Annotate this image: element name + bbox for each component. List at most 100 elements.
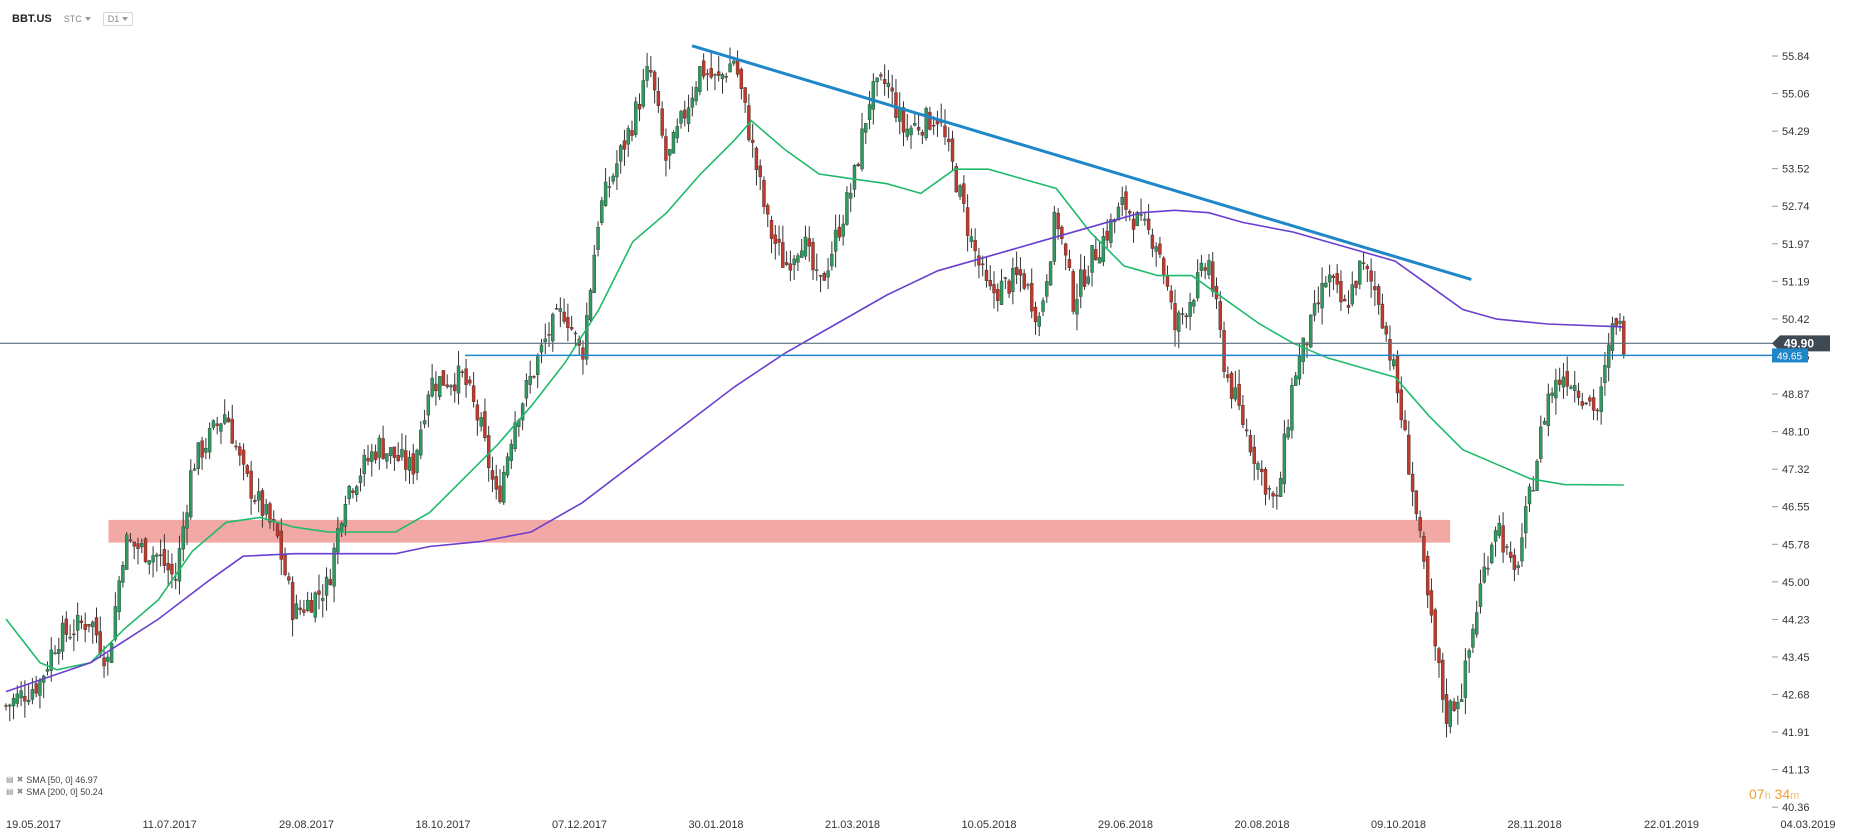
- candle-up: [1490, 544, 1494, 563]
- candle-down: [1588, 397, 1592, 402]
- candle-up: [109, 642, 114, 663]
- candle-down: [1094, 249, 1098, 261]
- candle-up: [57, 649, 61, 654]
- candle-up: [668, 149, 672, 156]
- candle-up: [505, 456, 510, 476]
- candle-up: [211, 420, 216, 428]
- y-tick-label: 45.78: [1782, 539, 1810, 551]
- candle-down: [962, 183, 966, 204]
- candle-up: [1599, 386, 1603, 412]
- settings-icon[interactable]: ▤: [6, 787, 14, 796]
- candle-up: [1618, 320, 1622, 324]
- candle-down: [1124, 191, 1128, 210]
- x-tick-label: 28.11.2018: [1508, 819, 1562, 831]
- candle-down: [1395, 355, 1400, 394]
- candle-down: [309, 600, 314, 613]
- candle-down: [287, 576, 291, 581]
- interval-label: D1: [107, 14, 120, 24]
- support-price-label: 49.65: [1777, 351, 1802, 362]
- interval-dropdown[interactable]: D1: [102, 12, 134, 26]
- candle-up: [671, 132, 676, 154]
- sma200-line: [5, 209, 1624, 693]
- chevron-down-icon: [84, 17, 91, 21]
- x-tick-label: 22.01.2019: [1644, 819, 1699, 831]
- x-tick-label: 20.08.2018: [1235, 819, 1290, 831]
- candle-down: [652, 71, 657, 91]
- candle-down: [980, 263, 985, 266]
- candle-up: [1486, 567, 1490, 570]
- candle-down: [483, 411, 487, 439]
- candle-up: [849, 192, 853, 199]
- legend-sma50[interactable]: ▤ ✖ SMA [50, 0] 46.97: [6, 774, 103, 786]
- x-tick-label: 04.03.2019: [1781, 819, 1836, 831]
- chevron-down-icon: [122, 17, 129, 21]
- candle-down: [87, 624, 91, 627]
- candle-down: [1260, 468, 1264, 473]
- candle-down: [743, 87, 747, 103]
- candle-up: [860, 128, 864, 170]
- candle-up: [362, 454, 366, 475]
- candle-up: [1301, 337, 1305, 362]
- candle-up: [313, 592, 317, 618]
- candle-down: [170, 563, 174, 575]
- candle-up: [543, 338, 547, 343]
- candle-up: [347, 486, 351, 500]
- candle-up: [634, 101, 638, 135]
- candle-down: [498, 485, 502, 502]
- candle-down: [1452, 701, 1456, 711]
- candle-down: [1229, 372, 1234, 399]
- candle-up: [713, 74, 717, 76]
- candle-up: [1554, 379, 1558, 399]
- candle-up: [867, 104, 872, 120]
- close-icon[interactable]: ✖: [16, 787, 24, 796]
- candle-down: [490, 470, 495, 480]
- candle-up: [1497, 522, 1502, 536]
- candle-down: [162, 549, 167, 566]
- candle-up: [1561, 376, 1566, 388]
- candle-down: [916, 126, 921, 131]
- candle-down: [943, 125, 947, 138]
- candle-down: [701, 60, 706, 77]
- candle-down: [366, 457, 370, 462]
- candle-down: [931, 124, 936, 127]
- candle-down: [102, 657, 106, 667]
- candle-up: [1011, 267, 1015, 292]
- candle-down: [494, 476, 498, 490]
- candle-down: [856, 163, 860, 167]
- candle-up: [679, 111, 683, 124]
- candle-down: [882, 79, 887, 84]
- settings-icon[interactable]: ▤: [6, 775, 14, 784]
- y-tick-label: 43.45: [1782, 652, 1810, 664]
- x-tick-label: 10.05.2018: [962, 819, 1017, 831]
- candle-up: [400, 448, 404, 458]
- y-tick-label: 52.74: [1782, 201, 1810, 213]
- candle-down: [215, 423, 219, 426]
- close-icon[interactable]: ✖: [16, 775, 24, 784]
- candle-down: [83, 623, 87, 630]
- candle-up: [117, 580, 121, 613]
- candle-down: [241, 449, 246, 465]
- candle-up: [626, 128, 630, 145]
- y-tick-label: 41.13: [1782, 765, 1810, 777]
- candle-down: [1335, 273, 1339, 285]
- candle-up: [1448, 700, 1453, 727]
- candle-down: [879, 74, 883, 77]
- candle-up: [803, 236, 808, 257]
- candle-down: [811, 241, 815, 271]
- symbol-label[interactable]: BBT.US: [12, 13, 52, 25]
- candle-down: [965, 207, 970, 236]
- candle-down: [475, 404, 480, 421]
- candle-down: [94, 617, 99, 636]
- legend-sma200[interactable]: ▤ ✖ SMA [200, 0] 50.24: [6, 786, 103, 798]
- candle-up: [502, 471, 506, 503]
- candle-down: [837, 226, 842, 238]
- source-dropdown[interactable]: STC: [59, 13, 95, 25]
- candle-down: [1218, 301, 1222, 330]
- candle-up: [1101, 236, 1106, 262]
- x-tick-label: 11.07.2017: [143, 819, 197, 831]
- candle-up: [1550, 392, 1554, 396]
- candle-down: [1614, 318, 1618, 327]
- candle-up: [1177, 312, 1181, 332]
- candle-up: [1358, 260, 1362, 285]
